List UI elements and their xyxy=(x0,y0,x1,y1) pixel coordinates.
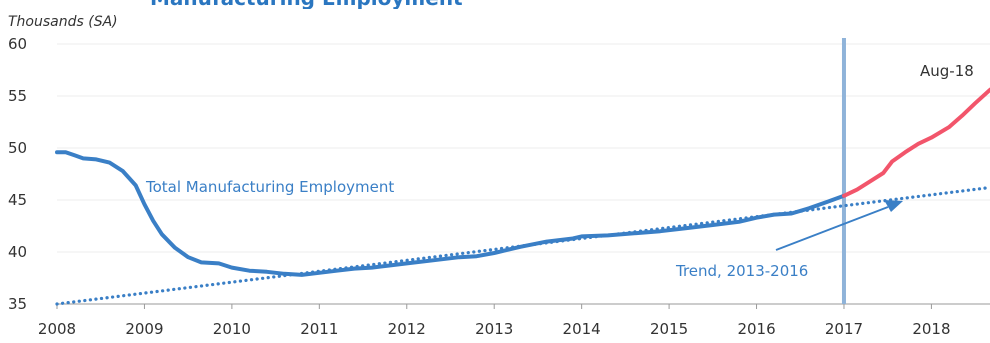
trend-label: Trend, 2013-2016 xyxy=(675,262,808,280)
x-tick-label-2012: 2012 xyxy=(388,320,426,338)
y-tick-label-45: 45 xyxy=(8,191,27,209)
x-tick-label-2009: 2009 xyxy=(125,320,163,338)
x-tick-label-2010: 2010 xyxy=(213,320,251,338)
end-label-aug-18: Aug-18 xyxy=(920,62,974,80)
y-tick-label-50: 50 xyxy=(8,139,27,157)
x-tick-label-2013: 2013 xyxy=(475,320,513,338)
x-tick-label-2014: 2014 xyxy=(563,320,601,338)
chart-title: Manufacturing Employment xyxy=(150,0,463,9)
x-tick-label-2015: 2015 xyxy=(650,320,688,338)
y-tick-label-55: 55 xyxy=(8,87,27,105)
x-tick-label-2017: 2017 xyxy=(825,320,863,338)
series-line-total-manufacturing xyxy=(55,150,846,277)
y-tick-label-40: 40 xyxy=(8,243,27,261)
trend-arrow xyxy=(775,206,889,251)
x-tick-label-2016: 2016 xyxy=(737,320,775,338)
series-line-post-2017 xyxy=(842,87,990,198)
x-tick-label-2011: 2011 xyxy=(300,320,338,338)
y-axis-ticks: 35 40 45 50 55 60 xyxy=(8,35,27,313)
x-axis-ticks: 2008 2009 2010 2011 2012 2013 2014 2015 2016 2017… xyxy=(38,304,951,338)
trend-arrow-head xyxy=(884,200,903,212)
series-label-total-manufacturing: Total Manufacturing Employment xyxy=(145,178,394,196)
y-unit-label: Thousands (SA) xyxy=(8,14,118,30)
series-line-trend-2013-2016 xyxy=(55,185,990,306)
y-tick-label-35: 35 xyxy=(8,295,27,313)
x-tick-label-2008: 2008 xyxy=(38,320,76,338)
chart-title-strip: Manufacturing Employment xyxy=(0,0,990,9)
y-tick-label-60: 60 xyxy=(8,35,27,53)
series-lines xyxy=(55,87,990,306)
x-tick-label-2018: 2018 xyxy=(912,320,950,338)
grid-lines xyxy=(57,43,990,305)
